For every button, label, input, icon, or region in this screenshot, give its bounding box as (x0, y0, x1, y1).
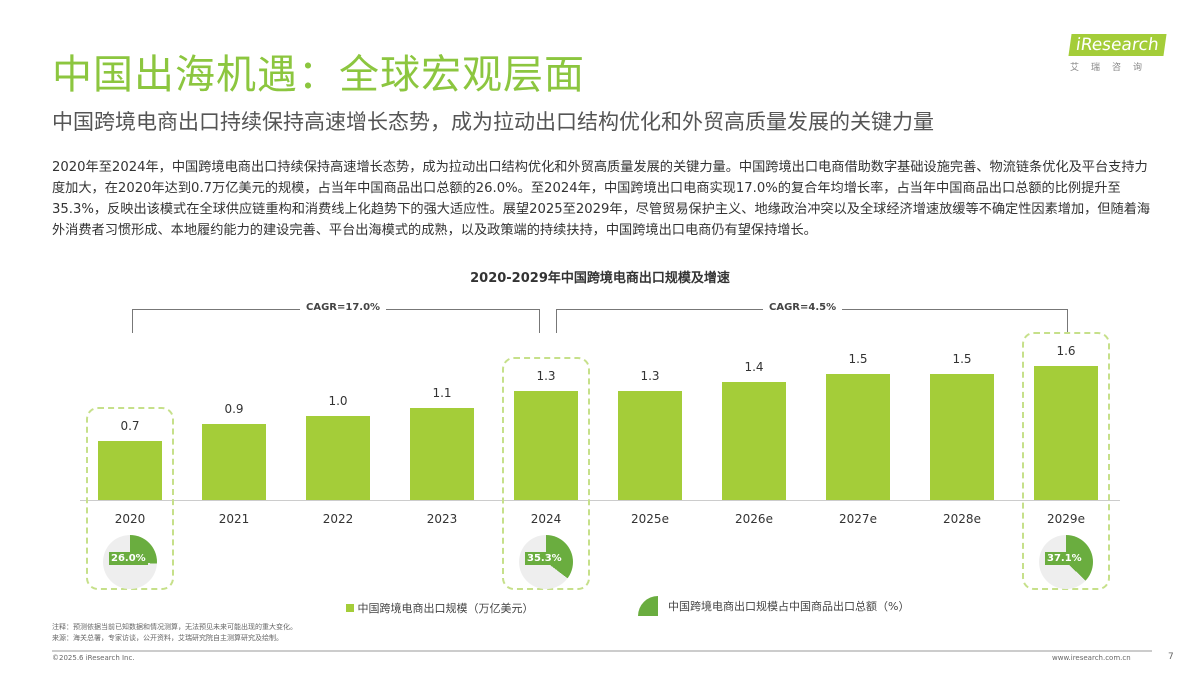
page-subtitle: 中国跨境电商出口持续保持高速增长态势，成为拉动出口结构优化和外贸高质量发展的关键… (52, 110, 934, 134)
x-tick-label: 2021 (218, 512, 250, 526)
cagr-label-1: CAGR=17.0% (300, 302, 387, 313)
website-link[interactable]: www.iresearch.com.cn (1052, 654, 1131, 662)
bar-value-label: 1.3 (536, 368, 556, 383)
legend-bar-swatch (346, 604, 354, 612)
legend-pie-swatch (638, 596, 658, 616)
logo-text: iResearch (1068, 34, 1167, 56)
x-axis-line (80, 500, 1120, 501)
bar-value-label: 1.5 (952, 352, 972, 366)
bar (98, 441, 162, 500)
x-tick-label: 2023 (426, 512, 458, 526)
footer-divider (52, 650, 1152, 652)
bar (306, 416, 370, 500)
bar (202, 424, 266, 500)
x-tick-label: 2024 (530, 512, 562, 526)
bar (410, 407, 474, 500)
share-pie-label: 26.0% (109, 552, 148, 565)
bar-value-label: 0.7 (120, 419, 140, 434)
bar (930, 374, 994, 500)
footnotes: 注释：预测依据当前已知数据和情况测算，无法预见未来可能出现的重大变化。 来源：海… (52, 622, 297, 644)
page-number: 7 (1168, 652, 1174, 662)
share-pie-label: 35.3% (525, 552, 564, 565)
bar (826, 374, 890, 500)
bar (514, 390, 578, 500)
x-tick-label: 2022 (322, 512, 354, 526)
copyright: ©2025.6 iResearch Inc. (52, 654, 135, 662)
bar-value-label: 1.4 (744, 360, 764, 375)
legend-pie: 中国跨境电商出口规模占中国商品出口总额（%） (638, 596, 909, 616)
bar-value-label: 1.0 (328, 394, 348, 408)
bar-value-label: 1.3 (640, 368, 660, 383)
legend-pie-label: 中国跨境电商出口规模占中国商品出口总额（%） (668, 600, 910, 613)
x-tick-label: 2025e (631, 512, 669, 526)
x-tick-label: 2020 (114, 512, 146, 526)
share-pie: 26.0% (103, 535, 157, 589)
x-tick-label: 2027e (839, 512, 877, 526)
page-title: 中国出海机遇：全球宏观层面 (52, 52, 585, 98)
bar (618, 390, 682, 500)
logo-cn: 艾瑞咨询 (1070, 63, 1155, 73)
x-tick-label: 2028e (943, 512, 981, 526)
body-paragraph: 2020年至2024年，中国跨境电商出口持续保持高速增长态势，成为拉动出口结构优… (52, 160, 1151, 238)
note: 注释：预测依据当前已知数据和情况测算，无法预见未来可能出现的重大变化。 (52, 623, 297, 631)
share-pie: 35.3% (519, 535, 573, 589)
x-tick-label: 2026e (735, 512, 773, 526)
bar-value-label: 1.5 (848, 352, 868, 366)
legend-bar: 中国跨境电商出口规模（万亿美元） (346, 600, 534, 616)
bar (722, 382, 786, 500)
x-tick-label: 2029e (1047, 512, 1085, 526)
iresearch-logo: iResearch 艾瑞咨询 (1068, 34, 1167, 73)
chart-title: 2020-2029年中国跨境电商出口规模及增速 (470, 271, 730, 286)
source: 来源：海关总署，专家访谈，公开资料，艾瑞研究院自主测算研究及绘制。 (52, 634, 283, 642)
cagr-label-2: CAGR=4.5% (763, 302, 843, 313)
share-pie-label: 37.1% (1045, 552, 1084, 565)
share-pie: 37.1% (1039, 535, 1093, 589)
bar (1034, 365, 1098, 500)
bar-value-label: 1.6 (1056, 343, 1076, 358)
bar-value-label: 0.9 (224, 402, 244, 417)
bar-value-label: 1.1 (432, 385, 452, 400)
legend-bar-label: 中国跨境电商出口规模（万亿美元） (357, 602, 534, 615)
